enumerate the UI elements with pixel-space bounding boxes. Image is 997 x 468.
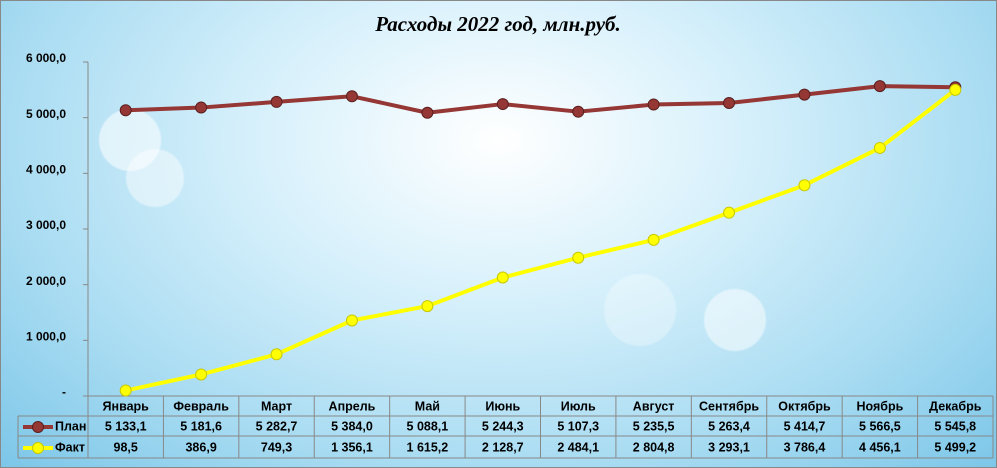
series-marker [345, 90, 358, 103]
data-label: 2 128,7 [482, 440, 524, 454]
legend-marker [32, 421, 44, 433]
data-label: 2 804,8 [633, 440, 675, 454]
series-marker [270, 95, 283, 108]
series-marker [496, 98, 509, 111]
data-label: 5 545,8 [934, 419, 976, 433]
series-marker [119, 384, 132, 397]
x-tick-label: Сентябрь [699, 399, 759, 413]
data-label: 5 244,3 [482, 419, 524, 433]
y-tick-label: 2 000,0 [26, 274, 66, 288]
x-tick-label: Апрель [329, 399, 376, 413]
series-marker [195, 368, 208, 381]
data-label: 5 282,7 [256, 419, 298, 433]
x-tick-label: Март [261, 399, 292, 413]
y-tick-label: 1 000,0 [26, 330, 66, 344]
series-marker [421, 106, 434, 119]
series-line [125, 88, 957, 393]
data-label: 2 484,1 [557, 440, 599, 454]
data-label: 3 786,4 [784, 440, 826, 454]
data-label: 5 181,6 [180, 419, 222, 433]
data-label: 5 414,7 [784, 419, 826, 433]
x-tick-label: Май [415, 399, 440, 413]
data-label: 5 235,5 [633, 419, 675, 433]
legend-marker [32, 442, 44, 454]
legend-label: Факт [55, 440, 85, 454]
series-marker [873, 80, 886, 93]
data-label: 98,5 [114, 440, 138, 454]
data-label: 5 566,5 [859, 419, 901, 433]
series-marker [798, 179, 811, 192]
y-tick-label: - [62, 385, 66, 399]
data-label: 1 356,1 [331, 440, 373, 454]
x-tick-label: Январь [103, 399, 150, 413]
series-marker [798, 88, 811, 101]
series-marker [496, 271, 509, 284]
series-marker [647, 98, 660, 111]
data-label: 5 133,1 [105, 419, 147, 433]
series-marker [421, 300, 434, 313]
series-marker [119, 104, 132, 117]
series-marker [572, 105, 585, 118]
series-marker [723, 206, 736, 219]
series-marker [723, 97, 736, 110]
data-label: 386,9 [185, 440, 216, 454]
y-tick-label: 6 000,0 [26, 51, 66, 65]
x-tick-label: Февраль [173, 399, 229, 413]
series-marker [949, 83, 962, 96]
series-marker [345, 314, 358, 327]
data-label: 3 293,1 [708, 440, 750, 454]
series-line [125, 84, 956, 115]
series-marker [195, 101, 208, 114]
chart-title: Расходы 2022 год, млн.руб. [374, 12, 621, 36]
series-marker [572, 251, 585, 264]
data-label: 4 456,1 [859, 440, 901, 454]
x-tick-label: Август [633, 399, 675, 413]
legend-label: План [55, 419, 86, 433]
data-label: 749,3 [261, 440, 292, 454]
x-tick-label: Июнь [485, 399, 520, 413]
series-marker [270, 348, 283, 361]
x-tick-label: Июль [561, 399, 596, 413]
x-tick-label: Ноябрь [856, 399, 903, 413]
y-tick-label: 4 000,0 [26, 163, 66, 177]
y-tick-label: 5 000,0 [26, 107, 66, 121]
series-marker [647, 233, 660, 246]
x-tick-label: Декабрь [929, 399, 982, 413]
data-label: 5 384,0 [331, 419, 373, 433]
series-marker [873, 141, 886, 154]
data-label: 5 263,4 [708, 419, 750, 433]
data-label: 1 615,2 [407, 440, 449, 454]
y-tick-label: 3 000,0 [26, 218, 66, 232]
data-label: 5 499,2 [934, 440, 976, 454]
data-label: 5 107,3 [557, 419, 599, 433]
x-tick-label: Октябрь [778, 399, 831, 413]
data-label: 5 088,1 [407, 419, 449, 433]
